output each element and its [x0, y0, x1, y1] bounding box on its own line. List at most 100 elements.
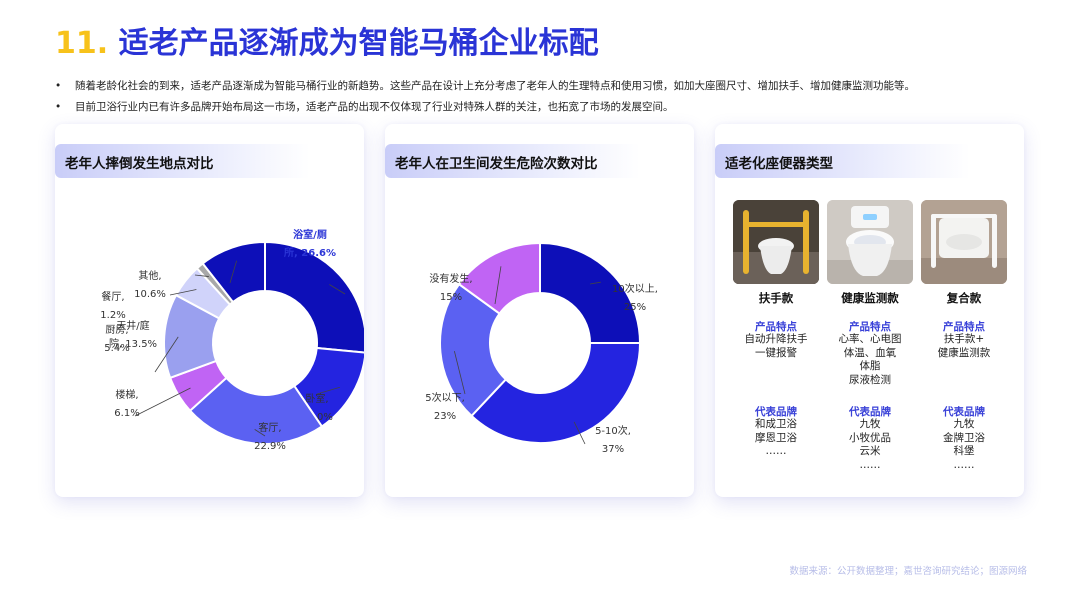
data-label-1-4-0: 天井/庭 [116, 319, 149, 332]
bullet-text: 随着老龄化社会的到来，适老产品逐渐成为智能马桶行业的新趋势。这些产品在设计上充分… [75, 80, 915, 92]
combo-toilet-photo [921, 200, 1007, 284]
grab-bar-toilet-photo [733, 200, 819, 284]
data-label-1-7-0: 其他, [138, 269, 161, 282]
health-monitor-toilet-photo [827, 200, 913, 284]
product-name: 健康监测款 [841, 291, 899, 305]
card-title: 老年人在卫生间发生危险次数对比 [395, 156, 598, 172]
data-label-1-3-0: 楼梯, [115, 388, 138, 401]
data-label-2-3-1: 15% [440, 292, 462, 303]
brand-list: 九牧 小牧优品 云米 …… [825, 418, 915, 472]
feature-item: 体温、血氧 [843, 346, 897, 359]
data-label-2-1-1: 37% [602, 444, 624, 455]
brand-item: …… [859, 458, 881, 471]
brand-item: …… [953, 458, 975, 471]
feature-item: 尿液检测 [849, 373, 891, 386]
brand-item: 九牧 [859, 418, 881, 430]
feature-item: 心率、心电图 [838, 333, 902, 345]
fall-location-chart: 浴室/厕所, 26.6% 卧室, 14.0% 客厅, 22.9% 楼梯, 6.1% 天井/庭院… [100, 228, 364, 452]
brand-heading: 代表品牌 [849, 406, 891, 418]
pie-slice-1-2 [188, 376, 324, 445]
brand-item: …… [765, 445, 787, 457]
leader-line-1-6 [194, 274, 209, 277]
data-label-1-1-1: 14.0% [301, 412, 333, 423]
toilet-types-card: 适老化座便器类型 扶手款 产品特点 自动升降扶手 一键报警 代表品牌 和成卫浴 … [715, 124, 1024, 497]
combo-toilet-icon [921, 200, 1007, 284]
leader-line-2-1 [573, 421, 586, 445]
pie-slice-1-7 [201, 240, 266, 304]
data-label-1-0-0: 浴室/厕 [293, 228, 327, 241]
bullet-item: • 目前卫浴行业内已有许多品牌开始布局这一市场，适老产品的出现不仅体现了行业对特殊… [55, 97, 1045, 118]
feature-item: 一键报警 [755, 346, 797, 359]
leader-line-2-3 [494, 266, 502, 305]
bullet-dot: • [55, 80, 62, 92]
brand-heading: 代表品牌 [755, 406, 797, 418]
data-label-1-2-0: 客厅, [258, 421, 281, 434]
data-label-1-4-1: 院, 13.5% [109, 337, 157, 350]
feature-heading: 产品特点 [755, 321, 797, 333]
fall-location-card: 老年人摔倒发生地点对比 浴室/厕所, 26.6% 卧室, 14.0% 客厅, 22.9%… [55, 124, 364, 497]
leader-line-1-4 [154, 336, 179, 373]
leader-line-2-0 [589, 281, 601, 285]
brand-item: 科堡 [953, 445, 975, 457]
card-header: 老年人在卫生间发生危险次数对比 [385, 144, 640, 178]
feature-item: 自动升降扶手 [744, 333, 808, 345]
leader-line-1-0 [329, 284, 346, 295]
leader-line-1-2 [254, 429, 266, 437]
health-monitor-toilet-icon [827, 200, 913, 284]
product-name: 复合款 [946, 291, 982, 305]
brand-list: 九牧 金牌卫浴 科堡 …… [919, 418, 1009, 472]
brand-list: 和成卫浴 摩恩卫浴 …… [731, 418, 821, 459]
card-title: 适老化座便器类型 [725, 156, 833, 172]
leader-line-1-1 [316, 386, 340, 395]
data-label-1-1-0: 卧室, [305, 392, 328, 405]
data-label-1-2-1: 22.9% [254, 441, 286, 452]
brand-item: 摩恩卫浴 [755, 431, 797, 444]
data-label-2-1-0: 5-10次, [595, 424, 631, 437]
data-label-2-3-0: 没有发生, [429, 272, 472, 285]
data-label-1-6-1: 1.2% [100, 310, 125, 321]
feature-list: 扶手款+ 健康监测款 [919, 333, 1009, 360]
card-title: 老年人摔倒发生地点对比 [65, 156, 214, 172]
brand-item: 小牧优品 [849, 431, 891, 444]
data-label-1-7-1: 10.6% [134, 289, 166, 300]
pie-slice-2-0 [539, 241, 642, 344]
product-name: 扶手款 [758, 291, 794, 305]
bathroom-incidents-chart: 10次以上, 25% 5-10次, 37% 5次以下, 23% 没有发生, 15% [425, 241, 658, 455]
brand-item: 金牌卫浴 [943, 431, 985, 444]
grab-bar-toilet-icon [733, 200, 819, 284]
bullet-item: • 随着老龄化社会的到来，适老产品逐渐成为智能马桶行业的新趋势。这些产品在设计上充… [55, 76, 1045, 97]
feature-list: 自动升降扶手 一键报警 [731, 333, 821, 360]
leader-line-1-7 [229, 260, 238, 284]
bathroom-incidents-card: 老年人在卫生间发生危险次数对比 10次以上, 25% 5-10次, 37% 5次以下, 2… [385, 124, 694, 497]
title-number: 11. [55, 26, 109, 61]
bullet-text: 目前卫浴行业内已有许多品牌开始布局这一市场，适老产品的出现不仅体现了行业对特殊人… [75, 101, 674, 113]
pie-slice-2-2 [439, 282, 508, 418]
title-text: 适老产品逐渐成为智能马桶企业标配 [118, 26, 599, 61]
page-title: 11. 适老产品逐渐成为智能马桶企业标配 [55, 18, 599, 62]
pie-slice-2-1 [470, 342, 642, 444]
feature-item: 扶手款+ [943, 333, 985, 345]
data-source: 数据来源：公开数据整理；嘉世咨询研究结论；图源网络 [789, 566, 1027, 577]
pie-slice-2-3 [457, 241, 541, 316]
data-label-1-6-0: 餐厅, [101, 290, 124, 303]
leader-line-1-5 [169, 289, 197, 296]
bullet-list: • 随着老龄化社会的到来，适老产品逐渐成为智能马桶行业的新趋势。这些产品在设计上充… [55, 76, 1045, 118]
brand-item: 和成卫浴 [755, 418, 797, 430]
data-label-1-5-0: 厨房, [105, 323, 128, 336]
brand-item: 云米 [859, 445, 881, 457]
brand-heading: 代表品牌 [943, 406, 985, 418]
feature-heading: 产品特点 [849, 321, 891, 333]
data-label-2-2-1: 23% [434, 411, 456, 422]
data-label-1-3-1: 6.1% [114, 408, 139, 419]
feature-item: 健康监测款 [937, 346, 991, 359]
leader-line-2-2 [453, 350, 466, 395]
data-label-2-0-0: 10次以上, [612, 282, 658, 295]
feature-item: 体脂 [859, 360, 881, 372]
feature-list: 心率、心电图 体温、血氧 体脂 尿液检测 [825, 333, 915, 387]
pie-slice-1-0 [264, 240, 364, 354]
feature-heading: 产品特点 [943, 321, 985, 333]
data-label-1-0-1: 所, 26.6% [284, 246, 336, 259]
leader-line-1-3 [134, 387, 191, 417]
data-label-1-5-1: 5.4% [104, 343, 129, 354]
bullet-dot: • [55, 101, 62, 113]
